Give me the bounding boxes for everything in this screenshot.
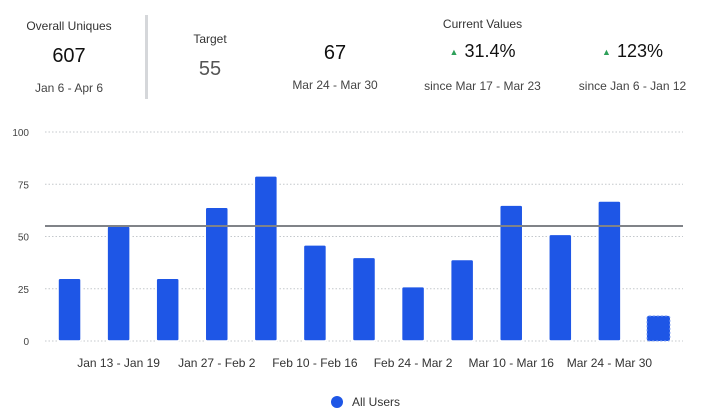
bar (646, 315, 671, 342)
bar (57, 277, 82, 342)
bar (106, 225, 131, 342)
change-1-value: 31.4% (464, 41, 516, 61)
change-1: ▲ 31.4% (400, 41, 565, 62)
bar (253, 175, 279, 342)
change-2-value: 123% (616, 41, 663, 61)
overall-uniques-value: 607 (52, 45, 86, 67)
bar (204, 206, 230, 342)
legend-marker-icon (331, 396, 343, 408)
kpi-divider (145, 15, 148, 99)
target-value: 55 (198, 58, 222, 80)
current-range: Mar 24 - Mar 30 (292, 78, 378, 92)
up-arrow-icon: ▲ (602, 47, 611, 58)
bar (597, 200, 622, 342)
target-label: Target (193, 32, 227, 46)
y-tick-label: 25 (18, 285, 30, 296)
x-tick-label: Jan 13 - Jan 19 (77, 356, 160, 370)
bar (400, 285, 426, 342)
x-tick-label: Feb 10 - Feb 16 (272, 356, 358, 370)
bar (155, 277, 180, 342)
bar (498, 204, 524, 342)
change-1-since: since Mar 17 - Mar 23 (424, 79, 541, 93)
y-tick-label: 50 (18, 233, 30, 244)
change-2-since: since Jan 6 - Jan 12 (578, 79, 687, 93)
change-2: ▲ 123% (565, 41, 700, 62)
legend-label: All Users (352, 395, 400, 409)
x-tick-label: Mar 10 - Mar 16 (469, 356, 555, 370)
y-tick-label: 75 (18, 180, 30, 191)
current-values-label: Current Values (442, 17, 523, 31)
x-tick-label: Feb 24 - Mar 2 (374, 356, 453, 370)
overall-uniques-range: Jan 6 - Apr 6 (34, 81, 104, 95)
bar (302, 244, 328, 342)
up-arrow-icon: ▲ (449, 47, 459, 58)
y-tick-label: 0 (23, 337, 29, 348)
x-tick-label: Mar 24 - Mar 30 (567, 356, 653, 370)
x-tick-label: Jan 27 - Feb 2 (178, 356, 256, 370)
current-value: 67 (323, 42, 347, 64)
bar (548, 233, 573, 342)
bar (351, 256, 377, 342)
overall-uniques-label: Overall Uniques (26, 19, 112, 33)
bar (449, 258, 475, 342)
y-tick-label: 100 (12, 128, 29, 139)
